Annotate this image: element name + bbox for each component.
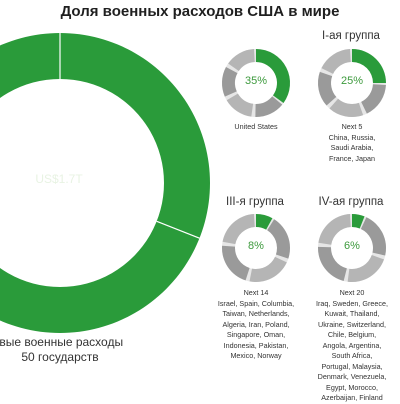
donut-group-3-pct: 8% xyxy=(248,240,264,252)
big-caption-line-1: ровые военные расходы xyxy=(0,335,124,349)
caption-united-states: United States xyxy=(206,122,306,133)
country-line: Chile, Belgium, xyxy=(327,330,377,339)
caption-group-4: Next 20 Iraq, Sweden, Greece, Kuwait, Tha… xyxy=(302,288,400,404)
country-line: Denmark, Venezuela, xyxy=(317,372,387,381)
donut-rest-segment xyxy=(255,96,283,117)
donut-rest-segment xyxy=(361,84,386,114)
chart-title: Доля военных расходов США в мире xyxy=(60,3,340,20)
donut-rest-segment xyxy=(267,219,290,259)
donut-group-1 xyxy=(318,49,386,117)
country-line: Singapore, Oman, xyxy=(226,330,286,339)
donut-rest-segment xyxy=(360,217,386,256)
caption-label: Next 14 xyxy=(243,288,269,297)
country-line: Kuwait, Thailand, xyxy=(324,309,380,318)
country-line: Saudi Arabia, xyxy=(330,143,374,152)
donut-group-4 xyxy=(318,214,386,282)
donut-rest-segment xyxy=(222,67,238,97)
country-line: Iraq, Sweden, Greece, xyxy=(316,298,388,308)
group-4-title: IV-ая группа xyxy=(318,196,384,208)
donut-rest-segment xyxy=(321,49,351,74)
donut-rest-segment xyxy=(318,214,351,245)
caption-label: Next 20 xyxy=(339,288,365,297)
donut-rest-segment xyxy=(249,256,287,282)
donut-rest-segment xyxy=(318,246,347,281)
country-line: France, Japan xyxy=(329,153,375,163)
donut-united-states xyxy=(222,49,290,117)
donut-rest-segment xyxy=(222,245,250,281)
donut-group-4-pct: 6% xyxy=(344,240,360,252)
donut-group-3 xyxy=(222,214,290,282)
donut-rest-segment xyxy=(329,98,364,117)
caption-label: United States xyxy=(234,122,278,131)
caption-group-1: Next 5 China, Russia, Saudi Arabia, France… xyxy=(302,122,400,164)
country-line: Indonesia, Pakistan, xyxy=(223,340,289,350)
group-3-title: III-я группа xyxy=(226,196,284,208)
country-line: Taiwan, Netherlands, xyxy=(222,309,290,318)
country-line: Portugal, Malaysia, xyxy=(321,361,383,371)
donut-rest-segment xyxy=(222,214,255,245)
donut-rest-segment xyxy=(226,93,254,117)
country-line: Ukraine, Switzerland, xyxy=(318,319,386,329)
country-line: Angola, Argentina, xyxy=(322,340,382,350)
big-donut-center-label: US$1.7T xyxy=(35,172,83,186)
donut-separator-0 xyxy=(156,220,200,239)
group-1-title: I-ая группа xyxy=(322,30,380,42)
country-line: South Africa, xyxy=(331,351,373,360)
donut-united-states-pct: 35% xyxy=(244,75,268,87)
country-line: Azerbaijan, Finland xyxy=(321,393,383,402)
donut-share-segment xyxy=(352,49,386,83)
country-line: Egypt, Morocco, xyxy=(326,382,378,392)
donut-share-segment xyxy=(256,49,290,103)
country-line: China, Russia, xyxy=(328,132,376,142)
big-donut-caption: ровые военные расходы 50 государств xyxy=(0,335,124,365)
caption-group-3: Next 14 Israel, Spain, Columbia, Taiwan, … xyxy=(206,288,306,362)
donut-share-segment xyxy=(256,214,273,230)
donut-rest-segment xyxy=(228,49,255,71)
country-line: Israel, Spain, Columbia, xyxy=(217,298,295,308)
country-line: Mexico, Norway xyxy=(230,351,282,360)
caption-label: Next 5 xyxy=(341,122,363,131)
donut-rest-segment xyxy=(318,71,337,106)
donut-segment-total xyxy=(0,33,210,333)
donut-rest-segment xyxy=(347,255,385,282)
country-line: Algeria, Iran, Poland, xyxy=(222,319,290,329)
donut-share-segment xyxy=(352,214,365,229)
big-caption-line-2: 50 государств xyxy=(21,350,99,364)
donut-group-1-pct: 25% xyxy=(340,75,364,87)
